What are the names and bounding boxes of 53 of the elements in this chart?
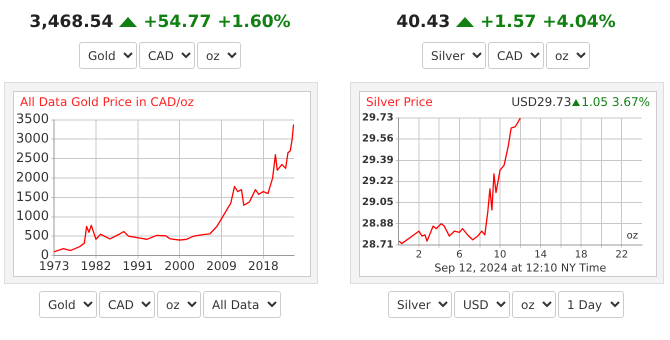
text: oz — [512, 291, 556, 318]
y-tick-label: 500 — [24, 228, 50, 244]
x-tick-label: 1991 — [122, 258, 154, 273]
x-tick-label: 10 — [494, 249, 506, 260]
x-tick-label: 14 — [534, 249, 547, 260]
text: 3,468.54 — [29, 12, 114, 32]
text: Gold — [39, 291, 97, 318]
chart-title: All Data Gold Price in CAD/oz — [20, 95, 194, 109]
text: Silver — [388, 291, 452, 318]
y-tick-label: 2500 — [16, 150, 50, 166]
x-tick-label: 2009 — [206, 258, 237, 273]
y-tick-label: 2000 — [16, 170, 50, 186]
y-tick-label: 29.73 — [362, 112, 394, 124]
y-tick-label: 1000 — [16, 209, 50, 224]
y-tick-label: 29.39 — [362, 154, 394, 166]
y-tick-label: 3000 — [16, 132, 50, 147]
text: USD29.73 — [511, 95, 572, 109]
x-tick-label: 6 — [456, 249, 463, 260]
text: +54.77 — [143, 12, 212, 32]
text: USD — [454, 291, 510, 318]
x-tick-label: 1982 — [80, 258, 112, 273]
text: oz — [546, 42, 590, 69]
text: +1.57 — [480, 12, 536, 32]
y-tick-label: 29.22 — [362, 176, 394, 187]
text: +4.04% — [542, 12, 616, 32]
text: CAD — [139, 42, 195, 69]
text: oz — [197, 42, 241, 69]
text: +1.60% — [217, 12, 291, 32]
text: oz — [157, 291, 201, 318]
y-tick-label: 29.56 — [362, 134, 394, 145]
text: 1 Day — [558, 291, 624, 318]
text: Silver — [422, 42, 486, 69]
chart-title: Silver Price — [366, 95, 433, 109]
x-tick-label: 18 — [574, 249, 588, 260]
x-tick-label: 2018 — [248, 258, 279, 273]
x-tick-label: 1973 — [38, 258, 70, 273]
text: 3.67% — [612, 95, 650, 109]
text: CAD — [99, 291, 155, 318]
x-tick-label: 22 — [615, 249, 628, 260]
annotation: oz — [626, 230, 638, 242]
x-axis-title: Sep 12, 2024 at 12:10 NY Time — [434, 261, 606, 274]
text: 1.05 — [581, 95, 610, 109]
y-tick-label: 28.88 — [362, 218, 394, 230]
text: All Data — [203, 291, 281, 318]
y-tick-label: 28.71 — [362, 239, 394, 250]
y-tick-label: 3500 — [16, 112, 50, 128]
text: 40.43 — [396, 12, 450, 32]
y-tick-label: 29.05 — [362, 197, 394, 208]
x-tick-label: 2000 — [164, 258, 195, 273]
text: Gold — [79, 42, 137, 69]
x-tick-label: 2 — [416, 249, 422, 260]
y-tick-label: 1500 — [16, 190, 50, 205]
text: CAD — [488, 42, 544, 69]
